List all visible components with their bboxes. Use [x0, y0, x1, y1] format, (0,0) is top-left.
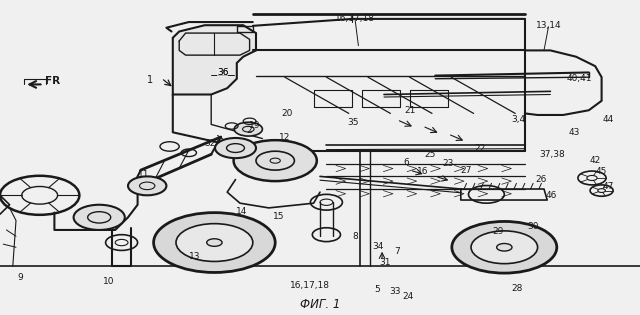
Text: 2: 2	[247, 126, 252, 135]
Text: 40,41: 40,41	[566, 74, 592, 83]
Text: 31: 31	[380, 258, 391, 266]
Text: FR: FR	[45, 76, 60, 86]
Text: 21: 21	[404, 106, 415, 115]
Text: 12: 12	[279, 133, 291, 141]
Text: 16,17,18: 16,17,18	[291, 281, 330, 289]
Text: 20: 20	[281, 109, 292, 118]
Text: 22: 22	[474, 144, 486, 152]
Text: 45: 45	[596, 167, 607, 176]
Text: 25: 25	[424, 150, 436, 159]
Text: 33: 33	[390, 287, 401, 296]
Text: ФИГ. 1: ФИГ. 1	[300, 298, 340, 312]
Text: 46: 46	[546, 191, 557, 200]
Text: 36: 36	[217, 68, 228, 77]
Text: 32: 32	[204, 139, 216, 148]
Circle shape	[234, 122, 262, 136]
Circle shape	[207, 239, 222, 246]
Text: 6: 6	[404, 158, 409, 167]
Text: 37,38: 37,38	[539, 150, 564, 159]
Text: 34: 34	[372, 242, 383, 251]
Text: 26: 26	[535, 175, 547, 184]
Text: 11: 11	[138, 170, 150, 179]
Text: 28: 28	[511, 284, 523, 293]
Circle shape	[234, 140, 317, 181]
Text: 24: 24	[403, 292, 414, 301]
Text: 43: 43	[569, 128, 580, 137]
Text: 9: 9	[18, 273, 23, 282]
Polygon shape	[173, 25, 256, 94]
Text: 1: 1	[147, 75, 154, 85]
Text: 44: 44	[602, 115, 614, 124]
Circle shape	[471, 231, 538, 264]
Circle shape	[176, 224, 253, 261]
Text: 19: 19	[249, 122, 260, 130]
Text: 8: 8	[353, 232, 358, 241]
Text: 29: 29	[492, 227, 504, 236]
Circle shape	[452, 221, 557, 273]
Text: 27: 27	[460, 166, 472, 175]
Text: 16: 16	[417, 167, 428, 176]
Circle shape	[128, 176, 166, 195]
Text: 30: 30	[527, 222, 539, 231]
Circle shape	[74, 205, 125, 230]
Text: 3,4: 3,4	[511, 115, 525, 124]
Text: 14: 14	[236, 207, 248, 215]
Text: 13,14: 13,14	[536, 21, 561, 30]
Text: 47: 47	[602, 182, 614, 191]
Circle shape	[215, 138, 256, 158]
Text: 13: 13	[189, 252, 201, 261]
Text: 5: 5	[375, 285, 380, 294]
Text: 10: 10	[103, 278, 115, 286]
Circle shape	[154, 213, 275, 272]
Text: 15: 15	[273, 212, 284, 221]
Text: 23: 23	[442, 159, 454, 168]
Text: 16,17,18: 16,17,18	[335, 14, 375, 23]
Circle shape	[497, 243, 512, 251]
Text: 35: 35	[348, 118, 359, 127]
Text: 42: 42	[589, 156, 601, 165]
Text: 7: 7	[394, 248, 399, 256]
Text: 36: 36	[217, 68, 228, 77]
